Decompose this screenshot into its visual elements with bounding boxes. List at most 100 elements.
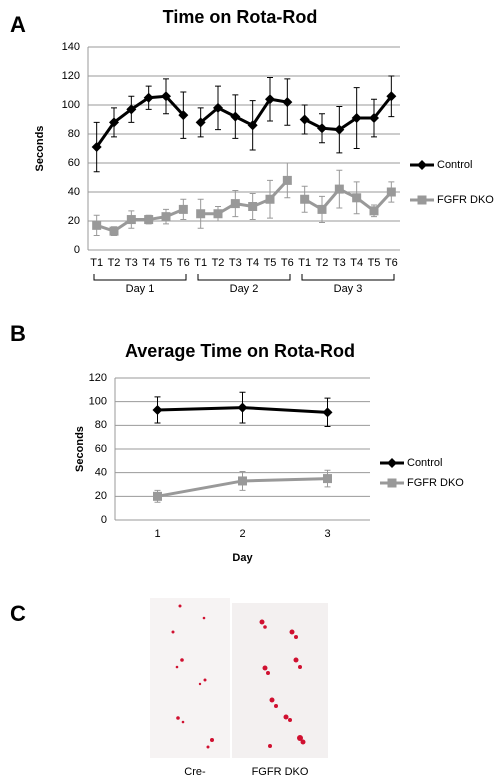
x-tick-label: T6 xyxy=(177,257,190,269)
series-line xyxy=(303,95,393,132)
y-tick-label: 60 xyxy=(68,157,80,169)
marker xyxy=(195,117,206,128)
group-bracket xyxy=(93,274,187,281)
y-tick-label: 100 xyxy=(62,99,80,111)
legend-marker xyxy=(417,195,427,205)
group-bracket xyxy=(197,274,291,281)
marker xyxy=(369,206,379,216)
group-label: Day 1 xyxy=(126,283,155,295)
marker xyxy=(247,120,258,131)
series-line xyxy=(199,97,288,128)
x-tick-label: T6 xyxy=(385,257,398,269)
marker xyxy=(230,111,241,122)
marker xyxy=(317,204,327,214)
marker xyxy=(178,110,189,121)
x-tick-label: 3 xyxy=(324,528,330,540)
y-axis-label: Seconds xyxy=(74,426,86,472)
marker xyxy=(161,91,171,102)
y-tick-label: 40 xyxy=(68,186,80,198)
marker xyxy=(334,124,345,135)
y-axis-label: Seconds xyxy=(34,126,46,172)
marker xyxy=(213,209,223,219)
legend-marker xyxy=(387,458,397,468)
x-tick-label: T6 xyxy=(281,257,294,269)
group-bracket xyxy=(301,274,395,281)
group-label: Day 2 xyxy=(230,283,259,295)
legend-label: FGFR DKO xyxy=(437,194,494,206)
y-tick-label: 40 xyxy=(95,467,107,479)
marker xyxy=(161,212,171,222)
marker xyxy=(386,187,396,197)
x-tick-label: T2 xyxy=(316,257,329,269)
y-tick-label: 20 xyxy=(68,215,80,227)
marker xyxy=(282,175,292,185)
legend-label: Control xyxy=(407,457,442,469)
marker xyxy=(351,113,362,124)
marker xyxy=(299,114,310,125)
marker xyxy=(352,193,362,203)
x-tick-label: T4 xyxy=(142,257,155,269)
image-cre xyxy=(150,598,230,758)
footprint-images xyxy=(150,598,328,758)
x-tick-label: T4 xyxy=(350,257,363,269)
legend-marker xyxy=(387,478,397,488)
marker xyxy=(109,226,119,236)
marker xyxy=(265,194,275,204)
marker xyxy=(152,404,163,415)
marker xyxy=(265,94,275,105)
marker xyxy=(126,215,136,225)
y-tick-label: 120 xyxy=(62,70,80,82)
y-tick-label: 20 xyxy=(95,490,107,502)
y-tick-label: 140 xyxy=(62,41,80,53)
x-tick-label: T1 xyxy=(194,257,207,269)
x-tick-label: T4 xyxy=(246,257,259,269)
x-tick-label: T5 xyxy=(160,257,173,269)
x-tick-label: T3 xyxy=(229,257,242,269)
x-tick-label: T1 xyxy=(90,257,103,269)
y-tick-label: 120 xyxy=(89,372,107,384)
chart-title: Time on Rota-Rod xyxy=(163,7,318,27)
marker xyxy=(230,199,240,209)
image-label: FGFR DKO xyxy=(252,766,309,778)
image-dko xyxy=(232,603,328,758)
marker xyxy=(238,476,247,486)
x-tick-label: T2 xyxy=(108,257,121,269)
x-tick-label: T3 xyxy=(125,257,138,269)
x-tick-label: T5 xyxy=(264,257,277,269)
marker xyxy=(322,407,333,418)
x-axis-label: Day xyxy=(232,552,253,564)
x-tick-label: T3 xyxy=(333,257,346,269)
marker xyxy=(143,92,154,103)
marker xyxy=(323,474,332,484)
marker xyxy=(144,215,154,225)
x-tick-label: T2 xyxy=(212,257,225,269)
y-tick-label: 0 xyxy=(101,514,107,526)
marker xyxy=(213,102,223,113)
panel-letter: A xyxy=(10,12,26,37)
image-label: Cre- xyxy=(184,766,206,778)
panel-letter: C xyxy=(10,601,26,626)
marker xyxy=(178,204,188,214)
y-tick-label: 80 xyxy=(95,419,107,431)
marker xyxy=(317,123,327,134)
marker xyxy=(300,194,310,204)
legend-label: Control xyxy=(437,159,472,171)
chart-title: Average Time on Rota-Rod xyxy=(125,341,355,361)
marker xyxy=(109,117,119,128)
series-line xyxy=(95,94,185,148)
x-tick-label: T1 xyxy=(298,257,311,269)
marker xyxy=(92,220,102,230)
y-tick-label: 0 xyxy=(74,244,80,256)
x-tick-label: T5 xyxy=(368,257,381,269)
marker xyxy=(153,491,162,501)
y-tick-label: 100 xyxy=(89,396,107,408)
marker xyxy=(334,184,344,194)
panel-letter: B xyxy=(10,321,26,346)
x-tick-label: 1 xyxy=(154,528,160,540)
marker xyxy=(386,91,397,102)
group-label: Day 3 xyxy=(334,283,363,295)
y-tick-label: 80 xyxy=(68,128,80,140)
footprints xyxy=(171,604,306,749)
x-tick-label: 2 xyxy=(239,528,245,540)
